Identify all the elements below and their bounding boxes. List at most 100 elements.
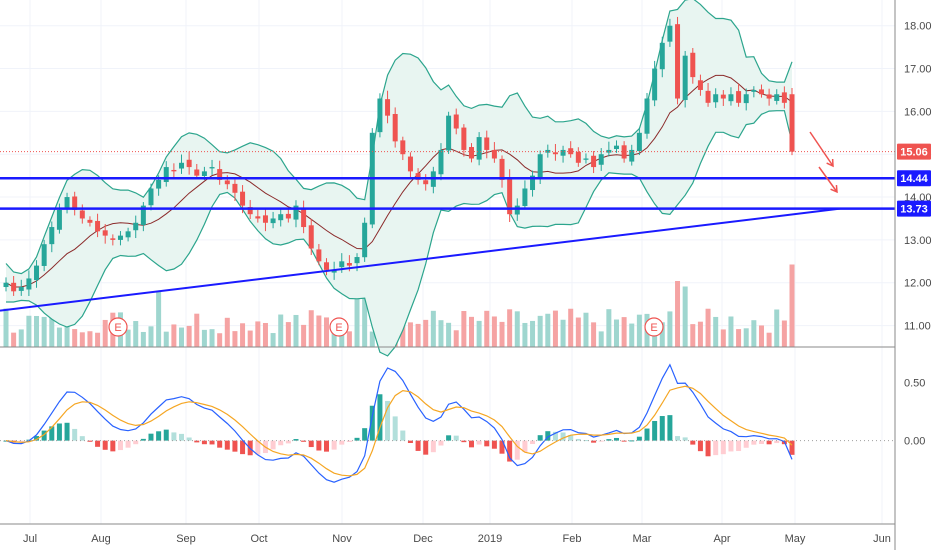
candle-body	[583, 158, 589, 160]
price-axis-label: 18.00	[904, 21, 932, 33]
volume-bar	[430, 310, 436, 347]
candle-body	[407, 156, 413, 172]
macd-histogram-bar	[438, 440, 444, 446]
candle-body	[240, 191, 246, 206]
candle-body	[766, 94, 772, 99]
volume-bar	[148, 326, 154, 347]
volume-bar	[613, 319, 619, 347]
volume-bar	[522, 322, 528, 347]
candle-body	[438, 149, 444, 175]
volume-bar	[278, 314, 284, 347]
candle-body	[194, 169, 200, 176]
volume-bar	[499, 321, 505, 347]
volume-bar	[591, 322, 597, 347]
macd-histogram-bar	[270, 440, 276, 450]
price-tag-label: 13.73	[900, 204, 928, 216]
volume-bar	[766, 332, 772, 347]
candle-body	[667, 25, 673, 42]
macd-histogram-bar	[240, 440, 246, 455]
candle-body	[270, 218, 276, 224]
macd-histogram-bar	[308, 440, 314, 448]
volume-bar	[552, 310, 558, 347]
macd-histogram-bar	[385, 400, 391, 441]
candle-body	[636, 132, 642, 152]
macd-histogram-bar	[736, 440, 742, 452]
macd-histogram-bar	[446, 435, 452, 441]
volume-bar	[705, 308, 711, 347]
time-axis-label: Mar	[633, 533, 652, 545]
time-axis-label: 2019	[478, 533, 502, 545]
price-tag: 14.44	[897, 170, 931, 187]
candle-body	[598, 154, 604, 165]
volume-bar	[179, 327, 185, 347]
candle-body	[522, 188, 528, 207]
macd-histogram-bar	[430, 440, 436, 453]
candle-body	[308, 225, 314, 249]
volume-bar	[507, 309, 513, 347]
volume-bar	[423, 319, 429, 347]
volume-bar	[102, 319, 108, 347]
volume-bar	[575, 317, 581, 347]
macd-histogram-bar	[675, 436, 681, 441]
macd-axis-label: 0.00	[904, 436, 925, 448]
candle-body	[232, 183, 238, 193]
volume-bar	[468, 316, 474, 347]
candle-body	[713, 94, 719, 103]
trendline[interactable]	[0, 207, 841, 312]
volume-bar	[407, 322, 413, 347]
macd-histogram-bar	[507, 440, 513, 462]
volume-bar	[72, 329, 78, 347]
candle-body	[591, 155, 597, 168]
candle-body	[362, 222, 368, 258]
macd-histogram-bar	[644, 428, 650, 441]
candle-body	[133, 222, 139, 231]
candle-body	[125, 231, 131, 238]
candle-body	[629, 149, 635, 162]
candle-body	[705, 90, 711, 103]
volume-bar	[270, 333, 276, 347]
volume-bar	[262, 322, 268, 347]
volume-bar	[400, 318, 406, 347]
volume-bar	[514, 311, 520, 347]
volume-bar	[606, 309, 612, 347]
candle-body	[690, 52, 696, 78]
candle-body	[316, 249, 322, 262]
price-axis-label: 17.00	[904, 64, 932, 76]
candle-body	[179, 162, 185, 169]
volume-bar	[209, 329, 215, 347]
time-axis-label: Oct	[250, 533, 267, 545]
macd-histogram-bar	[392, 416, 398, 441]
volume-bar	[758, 325, 764, 347]
price-levels[interactable]	[0, 151, 895, 210]
macd-histogram-bar	[400, 430, 406, 441]
macd-histogram-bar	[163, 429, 169, 441]
macd-histogram-bar	[774, 440, 780, 444]
candle-body	[697, 80, 703, 90]
down-arrow	[809, 131, 834, 167]
volume-bar	[194, 313, 200, 347]
arrow-head	[830, 184, 838, 194]
macd-panel[interactable]	[0, 363, 895, 483]
ascending-trendline	[0, 207, 841, 312]
candle-body	[171, 169, 177, 172]
arrow-head	[826, 158, 834, 168]
macd-histogram-bar	[301, 440, 307, 442]
candle-body	[613, 145, 619, 150]
volume-bar	[156, 292, 162, 347]
candle-body	[72, 196, 78, 210]
volume-bar	[95, 332, 101, 347]
volume-bar	[163, 331, 169, 347]
time-axis[interactable]: Jul Aug Sep Oct Nov Dec 2019 Feb Mar Apr May Jun	[23, 533, 891, 545]
volume-bar	[789, 264, 795, 347]
macd-histogram-bar	[49, 426, 55, 441]
macd-axis[interactable]: 0.50 0.00	[904, 378, 925, 448]
candle-body	[720, 94, 726, 99]
macd-histogram-bar	[148, 433, 154, 441]
time-axis-label: Sep	[176, 533, 196, 545]
candle-body	[285, 213, 291, 219]
candle-body	[385, 99, 391, 116]
macd-histogram-bar	[652, 420, 658, 441]
macd-histogram-bar	[491, 440, 497, 449]
